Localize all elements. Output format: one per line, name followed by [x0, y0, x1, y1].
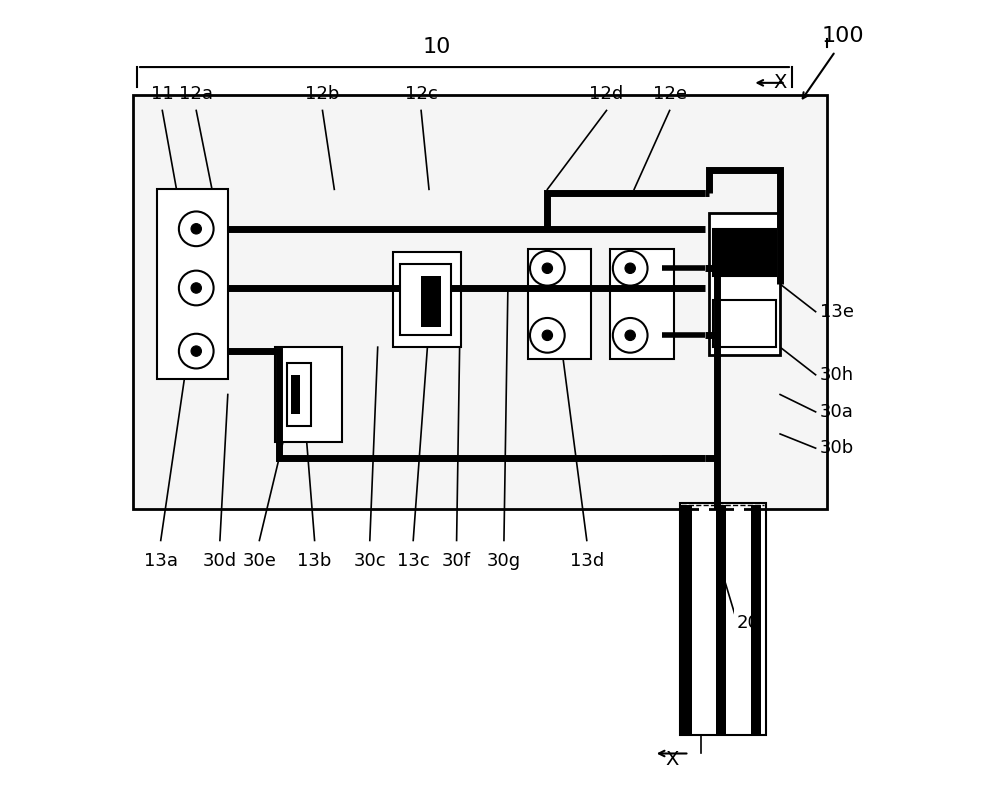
Circle shape — [613, 251, 648, 286]
Circle shape — [625, 330, 635, 341]
Text: 30b: 30b — [820, 439, 854, 457]
Bar — [680, 503, 766, 735]
Circle shape — [191, 282, 201, 294]
Text: 10: 10 — [423, 37, 451, 58]
Circle shape — [191, 223, 201, 234]
Bar — [287, 363, 311, 426]
Circle shape — [542, 330, 553, 341]
Circle shape — [530, 251, 565, 286]
Bar — [393, 252, 461, 347]
Text: 30a: 30a — [820, 403, 853, 421]
Text: X: X — [773, 73, 786, 92]
Bar — [713, 300, 776, 347]
Bar — [400, 264, 451, 335]
Bar — [291, 375, 300, 414]
Text: 12a: 12a — [179, 84, 213, 103]
Text: 13a: 13a — [144, 552, 178, 570]
Circle shape — [625, 263, 635, 274]
Bar — [157, 189, 228, 379]
Circle shape — [191, 346, 201, 357]
Text: 30f: 30f — [442, 552, 471, 570]
Bar — [610, 249, 674, 359]
Text: 12e: 12e — [653, 84, 687, 103]
Circle shape — [542, 263, 553, 274]
Circle shape — [179, 271, 214, 305]
Bar — [751, 505, 761, 734]
Text: 13c: 13c — [397, 552, 430, 570]
Bar — [734, 505, 744, 734]
Text: 30d: 30d — [203, 552, 237, 570]
Text: 11: 11 — [151, 84, 174, 103]
Text: 12b: 12b — [305, 84, 340, 103]
Text: 12d: 12d — [589, 84, 624, 103]
Text: 30g: 30g — [487, 552, 521, 570]
Bar — [699, 505, 709, 734]
Bar — [709, 213, 780, 355]
Circle shape — [179, 211, 214, 246]
Text: 13b: 13b — [297, 552, 332, 570]
Text: 30e: 30e — [242, 552, 276, 570]
Circle shape — [613, 318, 648, 353]
Text: 13e: 13e — [820, 303, 854, 320]
Bar — [681, 505, 692, 734]
Bar — [275, 347, 342, 442]
Text: 30h: 30h — [820, 366, 854, 383]
Bar — [133, 95, 827, 509]
Bar — [713, 229, 776, 276]
Circle shape — [179, 334, 214, 368]
Circle shape — [530, 318, 565, 353]
Text: X: X — [666, 750, 679, 768]
Text: 20: 20 — [737, 615, 759, 632]
Text: 100: 100 — [822, 25, 865, 46]
Text: 12c: 12c — [405, 84, 437, 103]
Bar — [716, 505, 726, 734]
Bar — [421, 276, 441, 327]
Text: 13d: 13d — [570, 552, 604, 570]
Text: 30c: 30c — [354, 552, 386, 570]
Bar — [528, 249, 591, 359]
